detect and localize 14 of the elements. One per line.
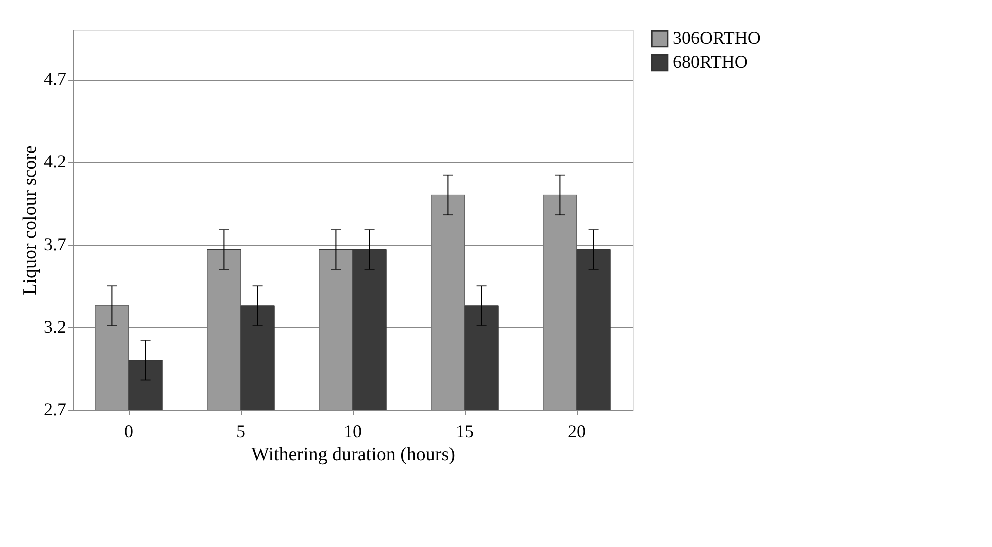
y-axis-title: Liquor colour score [20,146,41,296]
x-tick-label: 20 [568,422,586,442]
y-tick-label: 4.2 [44,152,66,172]
x-tick-label: 15 [456,422,474,442]
y-tick-label: 4.7 [44,69,66,90]
y-tick-label: 3.2 [44,316,66,337]
x-tick-label: 10 [344,422,362,442]
y-tick-label: 3.7 [44,234,66,254]
legend-label: 306ORTHO [673,28,761,48]
legend-label: 680RTHO [673,52,748,72]
x-axis-title: Withering duration (hours) [252,444,456,466]
y-tick-label: 2.7 [44,400,66,420]
x-tick-label: 0 [124,422,134,442]
x-tick-label: 5 [236,422,246,442]
